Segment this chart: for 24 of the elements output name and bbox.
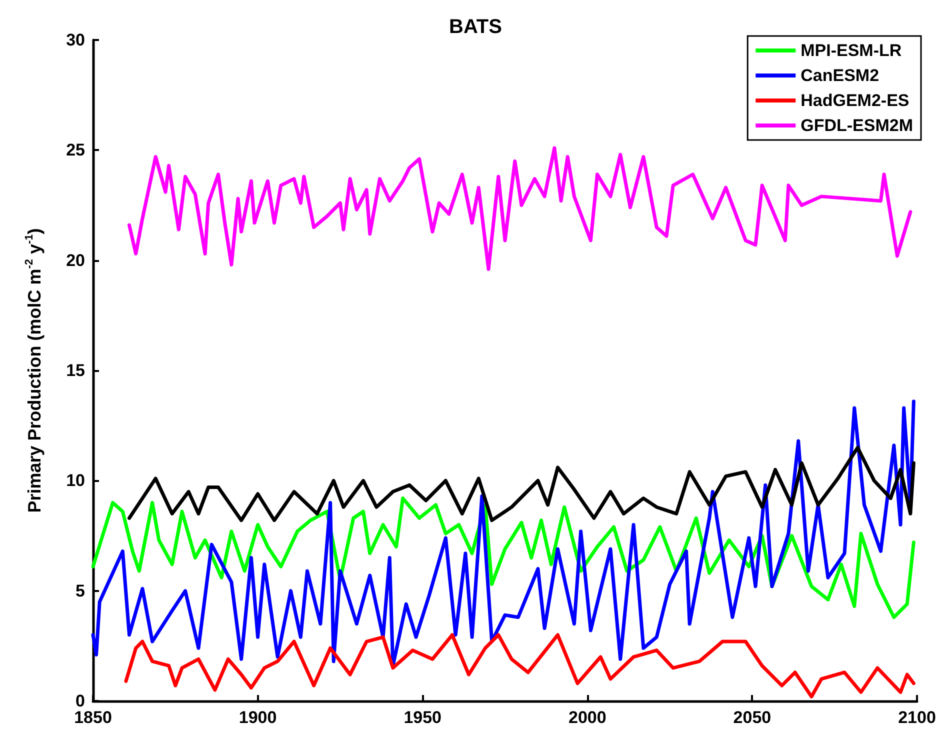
x-tick-label: 2000 [568,708,606,727]
y-tick-label: 10 [66,471,85,490]
y-tick-label: 30 [66,30,85,50]
y-tick-label: 25 [66,140,85,160]
y-tick-label: 0 [76,692,85,710]
legend-label: HadGEM2-ES [800,91,910,110]
x-tick-label: 2050 [733,708,772,727]
line-series [91,496,916,620]
legend-label: GFDL-ESM2M [800,116,914,135]
legend-label: CanESM2 [800,66,880,85]
y-axis-title: Primary Production (molC m-2 y-1) [24,228,44,513]
line-series [128,446,916,522]
x-tick-label: 1950 [404,708,442,727]
y-tick-label: 5 [76,581,85,600]
line-series [91,400,916,668]
y-tick-label: 15 [66,361,85,380]
x-tick-label: 1900 [238,708,277,727]
line-series [124,633,916,698]
line-series [128,146,912,271]
chart-title: BATS [449,16,502,38]
x-tick-label: 2100 [898,708,936,727]
x-tick-label: 1850 [74,708,112,727]
legend-label: MPI-ESM-LR [800,41,902,60]
y-tick-label: 20 [66,250,85,270]
